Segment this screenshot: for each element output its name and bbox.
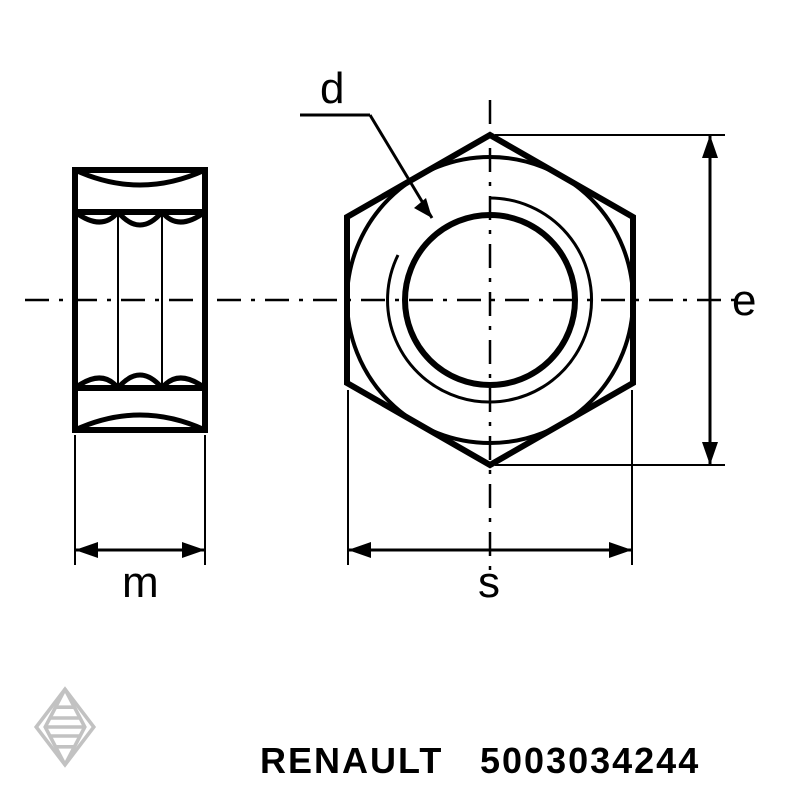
leader-d	[300, 115, 432, 218]
renault-logo-icon	[20, 682, 110, 772]
drawing-svg	[0, 0, 800, 800]
dimension-m	[75, 435, 205, 565]
part-number: 5003034244	[480, 740, 700, 782]
label-e: e	[732, 276, 756, 326]
label-m: m	[122, 558, 159, 608]
label-d: d	[320, 64, 344, 114]
label-s: s	[478, 558, 500, 608]
hex-nut-technical-drawing	[0, 0, 800, 800]
brand-name: RENAULT	[260, 740, 443, 782]
